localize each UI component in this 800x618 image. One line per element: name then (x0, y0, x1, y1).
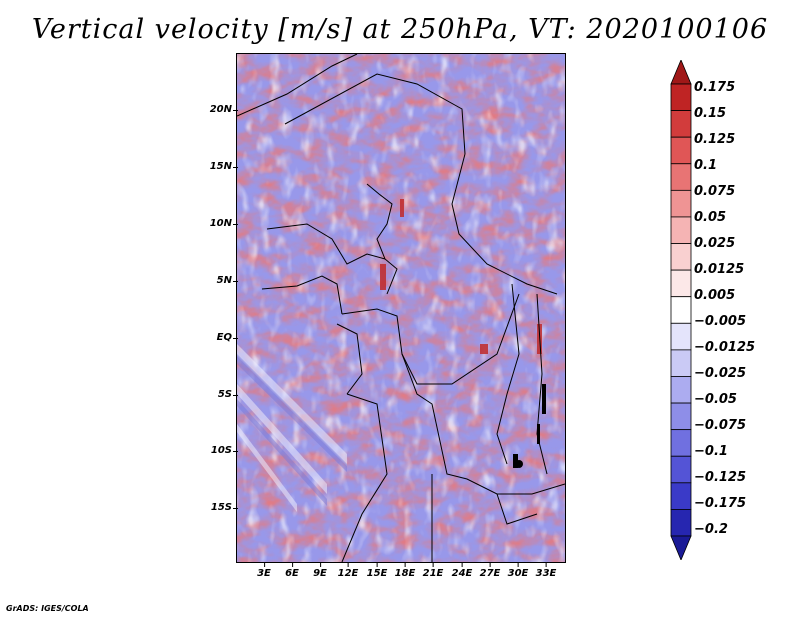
colorbar-label: −0.075 (694, 418, 747, 433)
colorbar-label: −0.005 (694, 314, 747, 329)
colorbar-cell (670, 269, 692, 298)
colorbar-label: 0.075 (694, 184, 736, 199)
colorbar-cell (670, 376, 692, 404)
colorbar-cell (670, 455, 692, 484)
lon-label: 9E (313, 562, 327, 579)
lat-label: 20N (209, 104, 239, 115)
colorbar-label: 0.125 (694, 132, 736, 147)
colorbar-label: 0.15 (694, 106, 727, 121)
colorbar-label: 0.0125 (694, 262, 745, 277)
colorbar-cell (670, 60, 692, 85)
lon-label: 3E (257, 562, 271, 579)
lon-label: 27E (479, 562, 501, 579)
lon-label: 33E (535, 562, 557, 579)
lat-label: EQ (216, 332, 239, 343)
colorbar-label: −0.2 (694, 522, 728, 537)
lat-label: 5N (216, 275, 239, 286)
wave-streaks (237, 344, 347, 512)
colorbar-cell (670, 136, 692, 165)
colorbar-label: 0.05 (694, 210, 727, 225)
colorbar-cell (670, 243, 692, 271)
lat-label: 15S (210, 502, 239, 513)
lat-label: 10N (209, 218, 239, 229)
grads-credit: GrADS: IGES/COLA (6, 604, 89, 613)
colorbar-label: −0.125 (694, 470, 747, 485)
colorbar-label: −0.175 (694, 496, 747, 511)
lon-label: 6E (285, 562, 299, 579)
lat-label: 10S (210, 445, 239, 456)
colorbar-label: −0.05 (694, 392, 737, 407)
lon-label: 15E (366, 562, 388, 579)
lon-label: 24E (451, 562, 473, 579)
colorbar-cell (670, 189, 692, 218)
colorbar-cell (670, 322, 692, 351)
colorbar-cell (670, 349, 692, 377)
colorbar-cell (670, 296, 692, 324)
lon-label: 21E (422, 562, 444, 579)
colorbar-cell (670, 83, 692, 111)
lon-label: 12E (337, 562, 359, 579)
colorbar-cell (670, 535, 692, 560)
lat-label: 5S (217, 389, 239, 400)
colorbar-label: 0.175 (694, 80, 736, 95)
colorbar-cell (670, 429, 692, 457)
lon-label: 18E (394, 562, 416, 579)
map-title: Vertical velocity [m/s] at 250hPa, VT: 2… (31, 14, 769, 45)
colorbar-label: 0.1 (694, 158, 718, 173)
colorbar-cell (670, 482, 692, 510)
vertical-velocity-field (237, 54, 565, 562)
colorbar-label: 0.005 (694, 288, 736, 303)
lakes (513, 384, 546, 468)
lat-label: 15N (209, 161, 239, 172)
colorbar-cell (670, 216, 692, 244)
colorbar-cell (670, 509, 692, 537)
colorbar-label: 0.025 (694, 236, 736, 251)
country-borders (237, 54, 565, 562)
colorbar-cell (670, 110, 692, 138)
colorbar (670, 60, 692, 560)
colorbar-label: −0.0125 (694, 340, 756, 355)
colorbar-label: −0.1 (694, 444, 728, 459)
colorbar-cell (670, 163, 692, 191)
colorbar-label: −0.025 (694, 366, 747, 381)
colorbar-cell (670, 402, 692, 431)
lon-label: 30E (507, 562, 529, 579)
map-panel (236, 53, 566, 563)
